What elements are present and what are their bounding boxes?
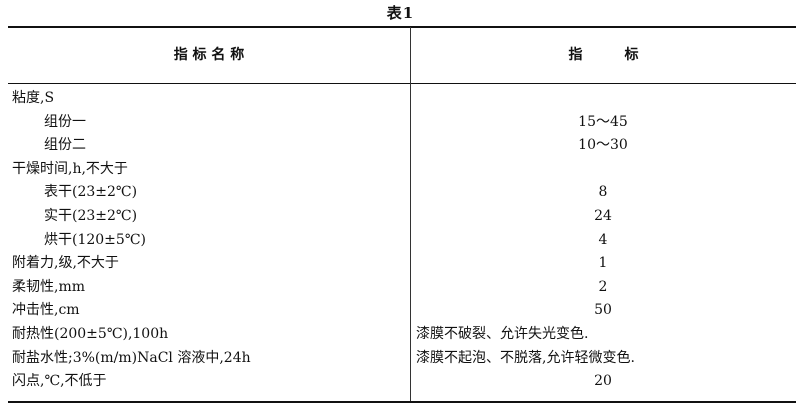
row-value: 1 — [598, 255, 608, 272]
row-name: 耐热性(200±5℃),100h — [12, 325, 169, 342]
table-row: 干燥时间,h,不大于 — [8, 158, 796, 182]
row-name: 柔韧性,mm — [12, 278, 86, 295]
row-value: 15～45 — [578, 113, 628, 130]
table-title: 表1 — [386, 4, 415, 22]
row-name: 附着力,级,不大于 — [12, 255, 119, 272]
header-value: 指 标 — [568, 47, 639, 63]
row-name: 组份二 — [44, 137, 86, 154]
table-row: 粘度,S — [8, 87, 796, 111]
table-row: 附着力,级,不大于 1 — [8, 252, 796, 276]
table-row: 表干(23±2℃) 8 — [8, 181, 796, 205]
top-rule — [8, 26, 796, 28]
table-row: 柔韧性,mm 2 — [8, 276, 796, 300]
table-row: 闪点,℃,不低于 20 — [8, 370, 796, 394]
table-row: 组份一 15～45 — [8, 111, 796, 135]
row-value: 4 — [598, 231, 608, 248]
bottom-rule — [8, 401, 796, 403]
table-row: 组份二 10～30 — [8, 134, 796, 158]
table-row: 冲击性,cm 50 — [8, 299, 796, 323]
row-value: 50 — [594, 302, 612, 319]
table-row: 实干(23±2℃) 24 — [8, 205, 796, 229]
row-value: 漆膜不起泡、不脱落,允许轻微变色. — [416, 349, 635, 366]
column-divider — [410, 27, 411, 402]
row-name: 干燥时间,h,不大于 — [12, 160, 128, 177]
row-name: 闪点,℃,不低于 — [12, 373, 107, 390]
row-name: 耐盐水性;3%(m/m)NaCl 溶液中,24h — [12, 349, 251, 366]
row-value — [410, 87, 796, 111]
table-body: 粘度,S 组份一 15～45 组份二 10～30 干燥时间,h,不大于表干(23±2℃) 8… — [8, 87, 796, 394]
row-value: 漆膜不破裂、允许失光变色. — [416, 325, 589, 342]
row-name: 表干(23±2℃) — [44, 184, 138, 201]
row-name: 实干(23±2℃) — [44, 207, 138, 224]
row-value: 24 — [594, 207, 612, 224]
table-row: 烘干(120±5℃) 4 — [8, 229, 796, 253]
row-value: 2 — [598, 278, 608, 295]
row-name: 烘干(120±5℃) — [44, 231, 146, 248]
row-name: 冲击性,cm — [12, 302, 80, 319]
row-value: 20 — [594, 373, 612, 390]
row-name: 粘度,S — [12, 90, 55, 106]
row-value: 10～30 — [578, 137, 628, 154]
row-name: 组份一 — [44, 113, 86, 130]
row-value — [410, 158, 796, 182]
row-value: 8 — [598, 184, 608, 201]
table-row: 耐盐水性;3%(m/m)NaCl 溶液中,24h 漆膜不起泡、不脱落,允许轻微变色… — [8, 347, 796, 371]
header-rule — [8, 83, 796, 84]
header-name: 指 标 名 称 — [173, 47, 245, 63]
table-row: 耐热性(200±5℃),100h 漆膜不破裂、允许失光变色. — [8, 323, 796, 347]
